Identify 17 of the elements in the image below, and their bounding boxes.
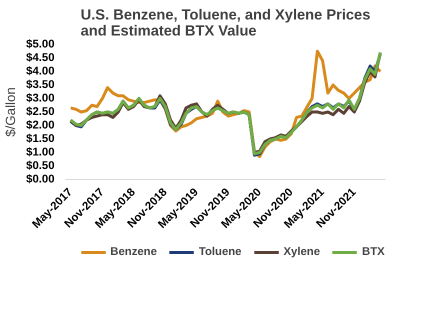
y-tick-label: $2.00 <box>26 120 55 132</box>
legend-label: Benzene <box>110 246 157 258</box>
y-tick-label: $3.00 <box>26 92 55 104</box>
y-tick-label: $0.50 <box>26 160 55 172</box>
chart-title: U.S. Benzene, Toluene, and Xylene Prices and Estimated BTX Value <box>80 8 370 40</box>
y-tick-label: $5.00 <box>26 38 55 50</box>
y-tick-label: $1.00 <box>26 146 55 158</box>
y-tick-label: $1.50 <box>26 133 55 145</box>
legend-label: Toluene <box>198 246 242 258</box>
legend-label: Xylene <box>283 246 320 258</box>
y-axis-title: $/Gallon <box>3 87 18 137</box>
y-tick-label: $2.50 <box>26 106 55 118</box>
y-tick-label: $4.50 <box>26 52 55 64</box>
y-tick-label: $4.00 <box>26 66 55 78</box>
y-tick-label: $0.00 <box>26 174 55 186</box>
legend-label: BTX <box>362 246 385 258</box>
y-tick-label: $3.50 <box>26 79 55 91</box>
